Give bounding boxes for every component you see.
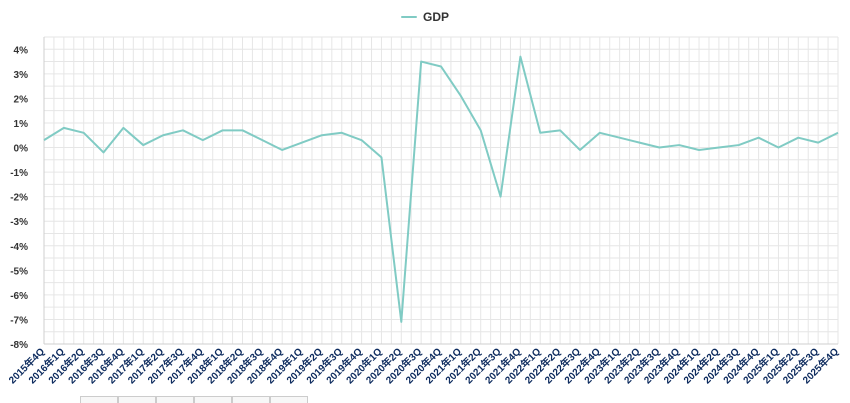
data-point[interactable] <box>161 133 166 138</box>
data-point[interactable] <box>756 135 761 140</box>
y-tick-label: -8% <box>10 340 28 351</box>
legend[interactable]: GDP <box>0 8 850 26</box>
data-point[interactable] <box>518 54 523 59</box>
data-point[interactable] <box>359 138 364 143</box>
data-point[interactable] <box>61 125 66 130</box>
data-point[interactable] <box>379 155 384 160</box>
data-point[interactable] <box>558 128 563 133</box>
legend-label-gdp: GDP <box>422 10 449 24</box>
data-point[interactable] <box>498 194 503 199</box>
data-point[interactable] <box>796 135 801 140</box>
y-tick-label: 1% <box>14 119 29 130</box>
data-point[interactable] <box>697 147 702 152</box>
data-point[interactable] <box>121 125 126 130</box>
data-point[interactable] <box>458 93 463 98</box>
data-point[interactable] <box>637 140 642 145</box>
y-tick-label: 3% <box>14 70 29 81</box>
y-tick-label: -7% <box>10 315 28 326</box>
data-point[interactable] <box>240 128 245 133</box>
y-tick-label: 0% <box>14 144 29 155</box>
data-point[interactable] <box>657 145 662 150</box>
data-point[interactable] <box>399 319 404 324</box>
data-point[interactable] <box>220 128 225 133</box>
data-point[interactable] <box>339 130 344 135</box>
data-point[interactable] <box>260 138 265 143</box>
y-tick-label: -4% <box>10 242 28 253</box>
data-point[interactable] <box>319 133 324 138</box>
data-point[interactable] <box>716 145 721 150</box>
data-point[interactable] <box>101 150 106 155</box>
data-point[interactable] <box>776 145 781 150</box>
y-tick-label: 4% <box>14 45 29 56</box>
data-point[interactable] <box>478 128 483 133</box>
data-point[interactable] <box>280 147 285 152</box>
data-point[interactable] <box>597 130 602 135</box>
data-point[interactable] <box>439 64 444 69</box>
data-point[interactable] <box>419 59 424 64</box>
data-point[interactable] <box>42 138 47 143</box>
data-point[interactable] <box>538 130 543 135</box>
y-tick-label: -1% <box>10 168 28 179</box>
data-point[interactable] <box>677 143 682 148</box>
data-point[interactable] <box>180 128 185 133</box>
data-point[interactable] <box>617 135 622 140</box>
y-tick-label: -3% <box>10 217 28 228</box>
data-point[interactable] <box>736 143 741 148</box>
data-point[interactable] <box>141 143 146 148</box>
data-point[interactable] <box>81 130 86 135</box>
data-point[interactable] <box>836 130 841 135</box>
y-tick-label: -5% <box>10 266 28 277</box>
data-point[interactable] <box>300 140 305 145</box>
data-point[interactable] <box>577 147 582 152</box>
y-tick-label: 2% <box>14 94 29 105</box>
data-point[interactable] <box>816 140 821 145</box>
data-point[interactable] <box>200 138 205 143</box>
series-line-gdp[interactable] <box>43 55 839 323</box>
y-tick-label: -6% <box>10 291 28 302</box>
legend-swatch-gdp <box>400 16 417 18</box>
y-tick-label: -2% <box>10 193 28 204</box>
